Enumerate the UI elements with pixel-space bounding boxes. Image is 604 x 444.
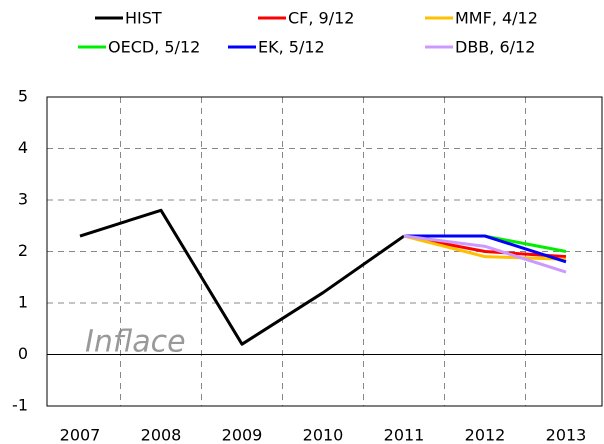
annotation: Inflace bbox=[85, 325, 186, 360]
y-tick-label: 4 bbox=[18, 138, 28, 157]
x-tick-label: 2009 bbox=[222, 426, 263, 444]
legend-label: MMF, 4/12 bbox=[455, 9, 538, 28]
y-tick-label: 5 bbox=[18, 87, 28, 106]
y-tick-label: 1 bbox=[18, 293, 28, 312]
series-line bbox=[403, 234, 567, 261]
y-tick-label: 3 bbox=[18, 190, 28, 209]
y-tick-label: 0 bbox=[18, 344, 28, 363]
legend-label: DBB, 6/12 bbox=[455, 38, 535, 57]
y-tick-label: 2 bbox=[18, 241, 28, 260]
series-line bbox=[403, 234, 567, 259]
legend-label: CF, 9/12 bbox=[288, 9, 354, 28]
x-tick-label: 2012 bbox=[465, 426, 506, 444]
legend-label: OECD, 5/12 bbox=[108, 38, 200, 57]
plot-frame bbox=[46, 96, 603, 407]
legend-label: EK, 5/12 bbox=[258, 38, 325, 57]
series-line bbox=[404, 234, 567, 264]
x-tick-label: 2011 bbox=[384, 426, 425, 444]
x-tick-label: 2010 bbox=[303, 426, 344, 444]
x-tick-label: 2008 bbox=[141, 426, 182, 444]
x-tick-label: 2007 bbox=[60, 426, 101, 444]
legend-label: HIST bbox=[125, 9, 162, 28]
series-line bbox=[403, 234, 567, 274]
series-line bbox=[79, 208, 405, 346]
y-tick-label: -1 bbox=[12, 396, 28, 415]
x-tick-label: 2013 bbox=[546, 426, 587, 444]
